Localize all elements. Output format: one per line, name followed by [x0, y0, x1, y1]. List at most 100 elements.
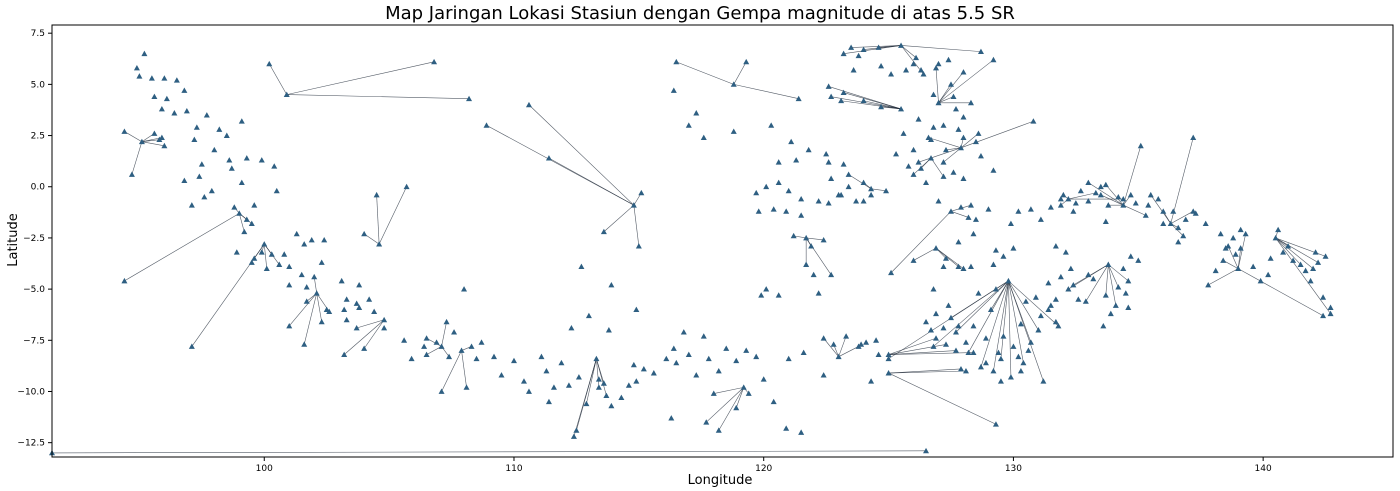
- link-25-2: [838, 336, 847, 357]
- hub-marker-28: [1120, 202, 1127, 208]
- station-marker-248: [1125, 304, 1132, 310]
- chart-title: Map Jaringan Lokasi Stasiun dengan Gempa…: [385, 3, 1015, 24]
- station-marker-246: [1047, 302, 1054, 308]
- linked-station-60: [848, 44, 855, 50]
- station-marker-262: [1250, 263, 1257, 269]
- hub-marker-13: [730, 81, 737, 87]
- link-20-0: [890, 211, 952, 273]
- station-marker-120: [805, 146, 812, 153]
- station-marker-233: [1052, 243, 1059, 249]
- link-2-0: [268, 63, 287, 95]
- station-marker-13: [203, 112, 210, 118]
- linked-station-2: [151, 130, 158, 136]
- link-22-5: [993, 280, 1009, 372]
- link-22-1: [933, 280, 1009, 347]
- hub-marker-3: [236, 210, 243, 216]
- linked-station-36: [423, 351, 430, 358]
- linked-station-98: [960, 265, 967, 272]
- linked-station-69: [838, 97, 845, 104]
- station-marker-168: [977, 153, 984, 159]
- linked-station-50: [595, 384, 602, 390]
- link-26-0: [793, 235, 807, 239]
- station-marker-224: [1072, 200, 1079, 206]
- station-marker-171: [900, 130, 907, 136]
- linked-station-45: [635, 243, 642, 249]
- link-32-5: [1275, 237, 1331, 314]
- linked-station-32: [361, 345, 368, 351]
- linked-station-57: [673, 58, 680, 65]
- station-marker-1: [133, 64, 140, 71]
- station-marker-134: [783, 208, 790, 214]
- linked-station-103: [977, 363, 984, 370]
- link-31-3: [1237, 233, 1246, 269]
- linked-station-159: [1237, 245, 1244, 251]
- linked-station-64: [913, 54, 920, 61]
- station-marker-198: [933, 310, 940, 317]
- x-axis-label: Longitude: [688, 473, 753, 488]
- station-marker-14: [216, 126, 223, 132]
- link-12-3: [713, 387, 744, 394]
- link-31-0: [1208, 268, 1239, 286]
- station-marker-103: [753, 353, 760, 360]
- station-marker-226: [1085, 198, 1092, 204]
- station-marker-158: [918, 67, 925, 73]
- link-22-11: [1008, 280, 1044, 382]
- linked-station-66: [920, 71, 927, 77]
- station-marker-215: [940, 325, 947, 331]
- station-marker-64: [473, 355, 480, 362]
- station-marker-127: [798, 196, 805, 202]
- linked-station-52: [703, 419, 710, 425]
- station-marker-164: [940, 122, 947, 128]
- link-22-14: [950, 280, 1009, 319]
- station-marker-136: [815, 198, 822, 204]
- station-marker-91: [670, 345, 677, 351]
- station-marker-153: [855, 52, 862, 59]
- station-marker-19: [226, 157, 233, 163]
- linked-station-142: [1082, 298, 1089, 304]
- link-14-1: [843, 45, 902, 54]
- link-28-3: [1123, 145, 1142, 206]
- station-marker-130: [763, 183, 770, 190]
- link-21-0: [913, 247, 937, 261]
- station-marker-49: [353, 300, 360, 306]
- station-marker-165: [930, 124, 937, 130]
- link-20-2: [950, 211, 969, 218]
- linked-station-12: [243, 216, 250, 222]
- hub-marker-24: [885, 370, 892, 376]
- axes: 100 110 120 130 140 7.5 5.0 2.5 0.0 −2.5 −5.0 −7.5 −…: [17, 29, 1272, 474]
- station-marker-23: [188, 202, 195, 208]
- hub-marker-7: [381, 316, 388, 323]
- link-28-1: [1088, 182, 1124, 206]
- linked-station-31: [341, 351, 348, 358]
- linked-station-20: [263, 265, 270, 272]
- station-marker-272: [1327, 304, 1334, 310]
- station-marker-227: [1097, 183, 1104, 190]
- station-marker-111: [693, 110, 700, 116]
- station-marker-90: [663, 355, 670, 362]
- linked-station-105: [997, 355, 1004, 362]
- linked-station-122: [830, 341, 837, 347]
- linked-station-125: [790, 232, 797, 239]
- link-7-0: [356, 319, 385, 329]
- hub-marker-1: [138, 138, 145, 145]
- linked-station-165: [1327, 310, 1334, 317]
- linked-station-92: [888, 269, 895, 276]
- station-marker-271: [1320, 294, 1327, 300]
- link-4-5: [263, 244, 268, 269]
- linked-station-83: [1030, 118, 1037, 124]
- linked-station-160: [1275, 226, 1282, 233]
- linked-station-147: [1070, 282, 1077, 288]
- link-14-5: [901, 45, 981, 52]
- station-marker-121: [825, 159, 832, 165]
- linked-station-130: [1092, 189, 1099, 196]
- station-marker-197: [923, 318, 930, 325]
- linked-station-152: [1180, 232, 1187, 239]
- station-marker-113: [685, 122, 692, 128]
- station-marker-10: [171, 110, 178, 116]
- linked-station-91: [883, 187, 890, 194]
- link-22-7: [1008, 280, 1012, 378]
- station-marker-147: [863, 339, 870, 345]
- link-11-4: [596, 358, 600, 388]
- linked-station-93: [967, 202, 974, 208]
- station-marker-63: [491, 353, 498, 360]
